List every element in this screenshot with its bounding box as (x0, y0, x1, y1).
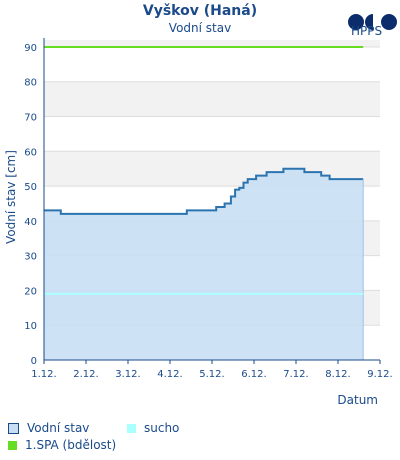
chart-title: Vyškov (Haná) (142, 3, 258, 19)
y-tick-label: 90 (24, 43, 37, 54)
series-area-water-level (44, 168, 364, 360)
legend-label-spa1: 1.SPA (bdělost) (25, 438, 117, 452)
y-tick-label: 10 (24, 321, 37, 332)
logo-half-circle (365, 14, 373, 30)
grid-band (44, 46, 380, 82)
chart-subtitle: Vodní stav (168, 21, 232, 35)
legend-swatch-drought (127, 423, 136, 433)
x-tick-label: 3.12. (115, 369, 140, 380)
x-tick-label: 4.12. (157, 369, 182, 380)
x-tick-label: 6.12. (241, 369, 266, 380)
legend-swatch-spa1 (8, 440, 17, 450)
y-tick-label: 0 (31, 356, 37, 367)
y-axis-title: Vodní stav [cm] (4, 150, 18, 244)
x-axis-title: Datum (337, 393, 378, 407)
y-tick-label: 40 (24, 217, 37, 228)
legend-label-water-level: Vodní stav (27, 421, 90, 435)
grid-band (44, 116, 380, 152)
series-line-water-level (44, 167, 364, 215)
y-tick-label: 70 (24, 113, 37, 124)
grid-band (44, 40, 380, 47)
y-tick-label: 20 (24, 286, 37, 297)
legend-label-drought: sucho (144, 421, 180, 435)
x-tick-label: 1.12. (31, 369, 56, 380)
legend-item-drought[interactable]: sucho (127, 421, 179, 435)
y-tick-label: 30 (24, 252, 37, 263)
hpps-logo (348, 14, 397, 30)
y-tick-label: 60 (24, 147, 37, 158)
y-tick-label: 80 (24, 78, 37, 89)
legend-item-water-level[interactable]: Vodní stav (8, 421, 89, 435)
legend-swatch-water-level (8, 422, 19, 434)
y-tick-label: 50 (24, 182, 37, 193)
legend-item-spa1[interactable]: 1.SPA (bdělost) (8, 438, 116, 452)
grid-band (44, 81, 380, 117)
logo-circle-left (348, 14, 364, 30)
logo-circle-right (381, 14, 397, 30)
x-tick-label: 9.12. (367, 369, 392, 380)
x-tick-label: 2.12. (73, 369, 98, 380)
x-tick-label: 5.12. (199, 369, 224, 380)
x-tick-label: 8.12. (325, 369, 350, 380)
logo-text: HPPS (351, 24, 383, 38)
x-tick-label: 7.12. (283, 369, 308, 380)
